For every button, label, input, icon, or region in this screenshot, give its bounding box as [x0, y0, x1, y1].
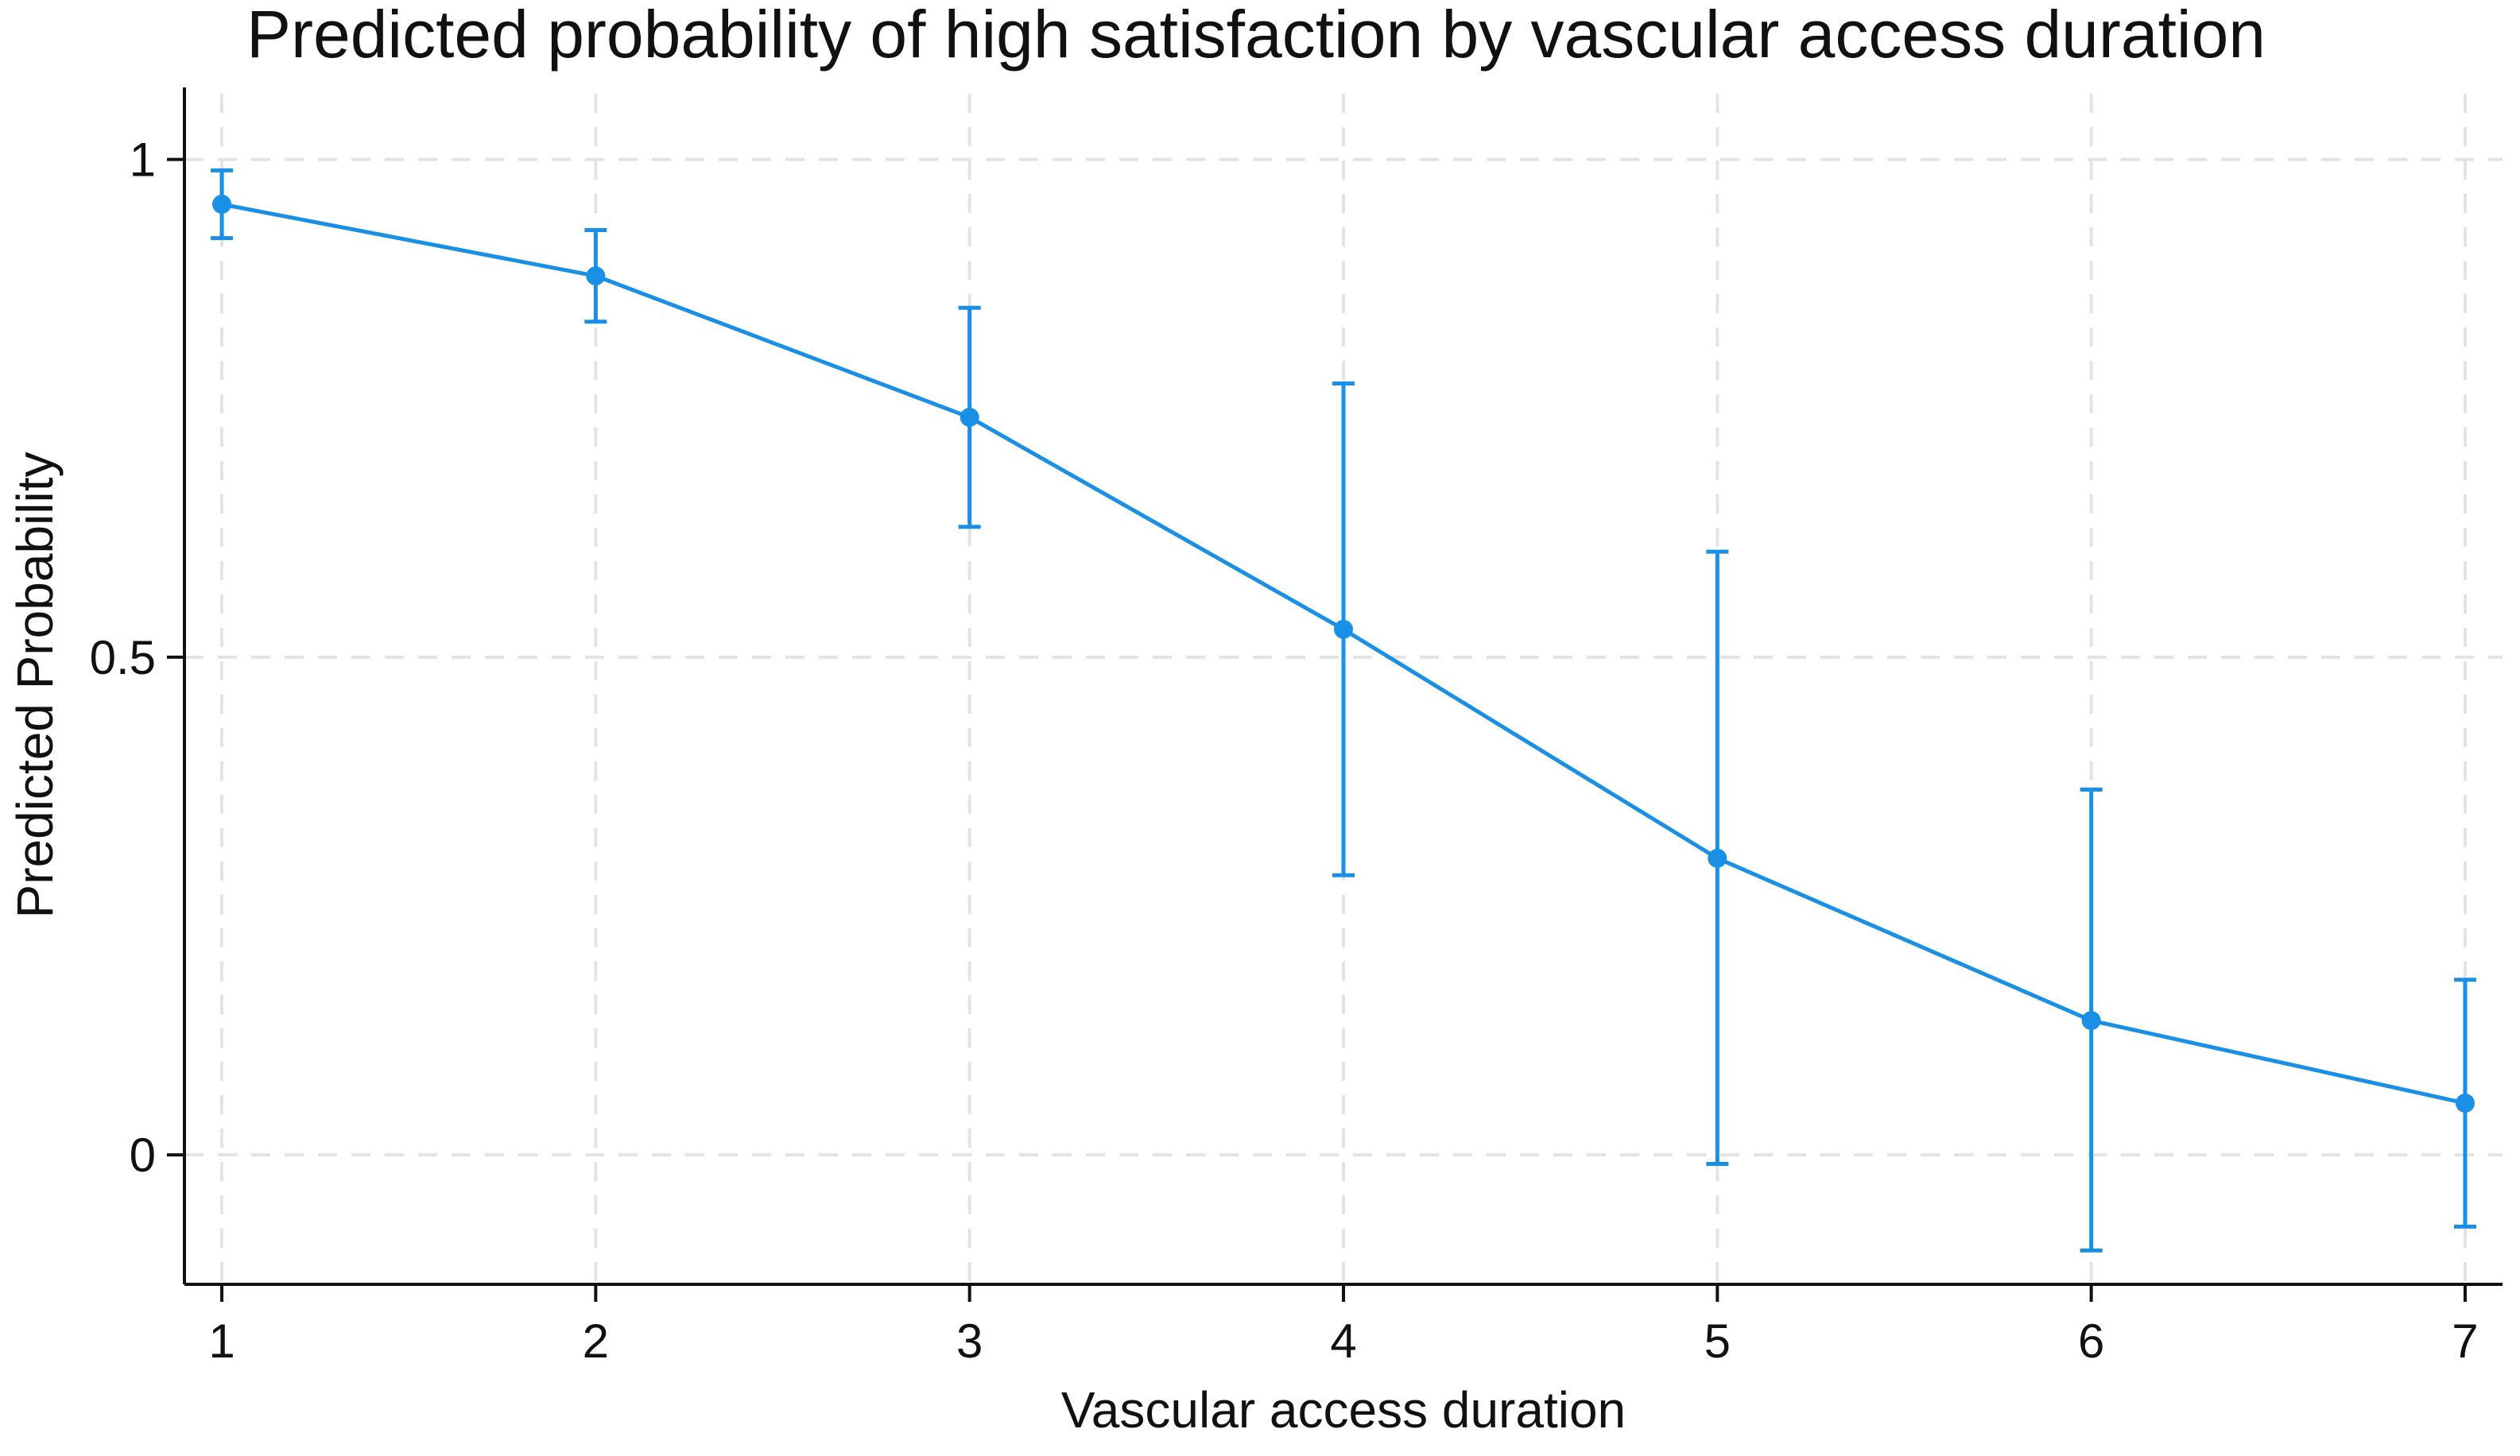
- x-tick-label: 2: [583, 1315, 609, 1368]
- y-tick-label: 0.5: [90, 631, 156, 684]
- data-point: [1708, 848, 1727, 868]
- data-point: [2081, 1011, 2101, 1031]
- y-tick-label: 0: [130, 1129, 156, 1182]
- y-tick-label: 1: [130, 134, 156, 187]
- x-axis-label: Vascular access duration: [1061, 1381, 1626, 1439]
- data-point: [586, 266, 606, 286]
- grid: [184, 94, 2503, 1284]
- data-point: [1334, 619, 1353, 639]
- x-tick-label: 7: [2452, 1315, 2478, 1368]
- series: [211, 168, 2476, 1253]
- chart-title: Predicted probability of high satisfacti…: [246, 0, 2266, 72]
- tick-labels: 0 0.5 1 1 2 3 4 5 6 7: [90, 134, 2479, 1368]
- data-point: [212, 194, 232, 214]
- x-tick-label: 4: [1330, 1315, 1356, 1368]
- x-tick-label: 1: [208, 1315, 235, 1368]
- y-axis-label: Predicted Probability: [6, 452, 64, 919]
- data-point: [960, 408, 979, 428]
- x-tick-label: 3: [956, 1315, 983, 1368]
- data-point: [2455, 1094, 2475, 1113]
- x-tick-label: 5: [1704, 1315, 1731, 1368]
- x-tick-label: 6: [2078, 1315, 2104, 1368]
- axes: [167, 87, 2503, 1302]
